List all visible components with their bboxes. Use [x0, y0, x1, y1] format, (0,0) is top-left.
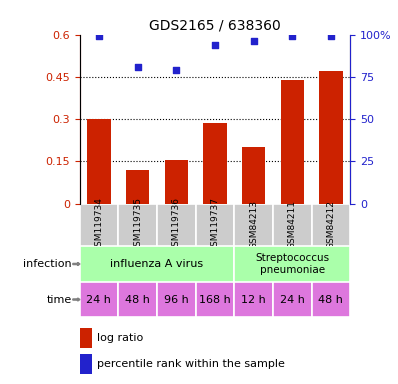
- Bar: [312, 204, 350, 246]
- Text: GSM119735: GSM119735: [133, 197, 142, 252]
- Text: GSM119736: GSM119736: [172, 197, 181, 252]
- Bar: [80, 246, 234, 282]
- Bar: [157, 204, 195, 246]
- Text: 168 h: 168 h: [199, 295, 231, 305]
- Text: 24 h: 24 h: [86, 295, 111, 305]
- Text: GSM84212: GSM84212: [326, 200, 336, 249]
- Text: GSM119737: GSM119737: [211, 197, 219, 252]
- Text: GSM84213: GSM84213: [249, 200, 258, 249]
- Point: [96, 33, 102, 39]
- Bar: [87, 119, 111, 204]
- Bar: [281, 79, 304, 204]
- Text: GSM119734: GSM119734: [94, 197, 103, 252]
- Bar: [195, 282, 234, 317]
- Text: 96 h: 96 h: [164, 295, 189, 305]
- Bar: [80, 354, 92, 374]
- Bar: [126, 170, 149, 204]
- Text: time: time: [47, 295, 72, 305]
- Bar: [157, 282, 195, 317]
- Text: influenza A virus: influenza A virus: [110, 259, 203, 269]
- Bar: [234, 282, 273, 317]
- Text: infection: infection: [23, 259, 72, 269]
- Text: 24 h: 24 h: [280, 295, 305, 305]
- Bar: [273, 282, 312, 317]
- Point: [135, 64, 141, 70]
- Text: Streptococcus
pneumoniae: Streptococcus pneumoniae: [255, 253, 329, 275]
- Bar: [312, 282, 350, 317]
- Text: 48 h: 48 h: [318, 295, 343, 305]
- Text: GSM84211: GSM84211: [288, 200, 297, 249]
- Point: [212, 41, 218, 48]
- Bar: [203, 123, 226, 204]
- Bar: [242, 147, 265, 204]
- Bar: [80, 282, 118, 317]
- Title: GDS2165 / 638360: GDS2165 / 638360: [149, 18, 281, 32]
- Point: [289, 33, 295, 39]
- Text: 12 h: 12 h: [241, 295, 266, 305]
- Bar: [319, 71, 343, 204]
- Text: percentile rank within the sample: percentile rank within the sample: [97, 359, 285, 369]
- Bar: [234, 204, 273, 246]
- Bar: [195, 204, 234, 246]
- Bar: [118, 204, 157, 246]
- Bar: [165, 160, 188, 204]
- Point: [328, 33, 334, 39]
- Text: log ratio: log ratio: [97, 333, 143, 343]
- Bar: [118, 282, 157, 317]
- Point: [250, 38, 257, 45]
- Text: 48 h: 48 h: [125, 295, 150, 305]
- Bar: [234, 246, 350, 282]
- Bar: [80, 204, 118, 246]
- Bar: [273, 204, 312, 246]
- Bar: [80, 328, 92, 348]
- Point: [173, 67, 179, 73]
